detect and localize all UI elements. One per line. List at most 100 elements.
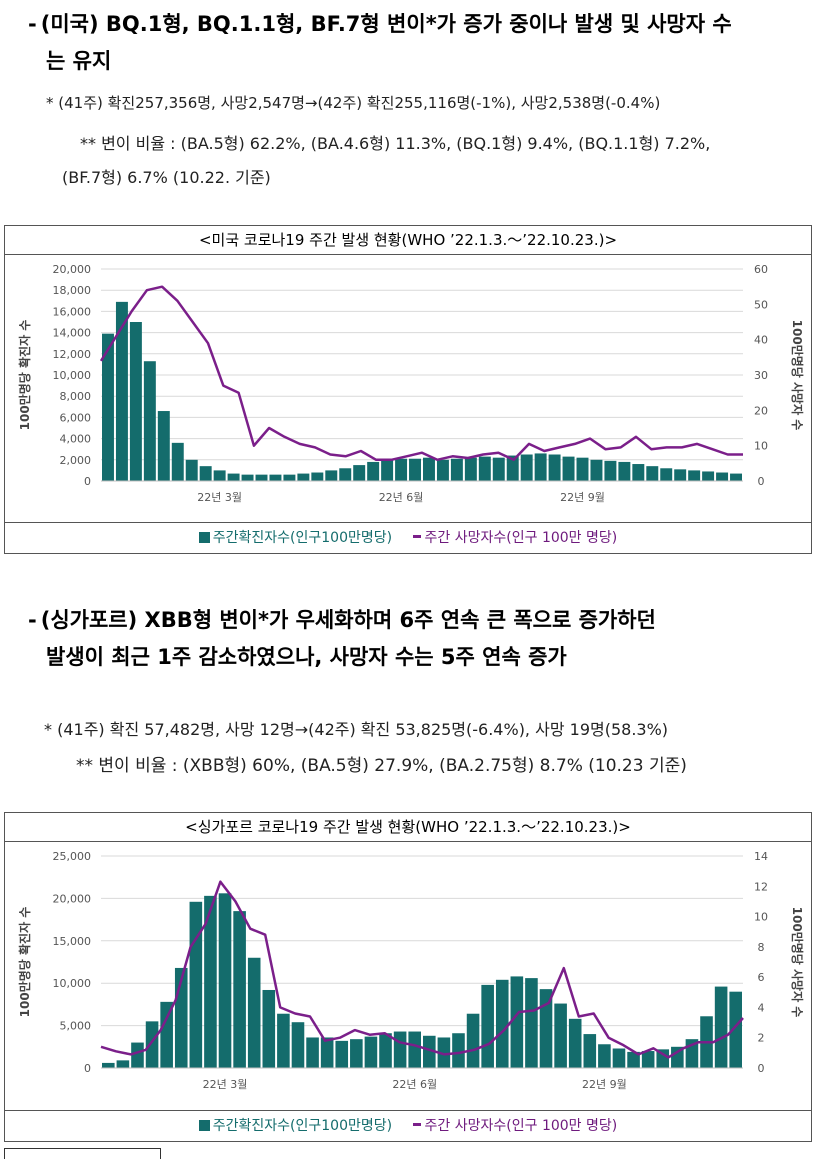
bullet-dash: - <box>28 608 37 632</box>
y-tick-label: 8,000 <box>60 390 92 403</box>
y2-tick-label: 2 <box>758 1032 765 1045</box>
bullet-dash: - <box>28 12 37 36</box>
bar <box>714 986 728 1068</box>
bar <box>311 472 324 481</box>
bar <box>646 466 659 481</box>
us-heading-line2: 는 유지 <box>46 49 112 73</box>
bar <box>562 456 575 481</box>
y-tick-label: 14,000 <box>53 327 92 340</box>
sg-chart-figure: <싱가포르 코로나19 주간 발생 현황(WHO ’22.1.3.～’22.10… <box>4 812 812 1142</box>
legend-bar-label: 주간확진자수(인구100만명당) <box>212 1118 393 1134</box>
y2-tick-label: 4 <box>758 1001 765 1014</box>
bar <box>199 466 212 481</box>
y2-tick-label: 10 <box>754 440 768 453</box>
bar <box>277 1013 290 1068</box>
legend-line-label: 주간 사망자수(인구 100만 명당) <box>424 530 618 546</box>
y2-tick-label: 0 <box>758 1062 765 1075</box>
bar <box>131 1042 144 1068</box>
bar <box>306 1037 319 1068</box>
bar <box>539 989 553 1068</box>
deaths-line <box>100 880 744 1059</box>
bar <box>102 333 114 481</box>
bar <box>393 1031 407 1068</box>
bar <box>115 301 128 481</box>
bar <box>423 1035 436 1068</box>
legend-bar-swatch <box>198 532 210 543</box>
bar <box>233 911 246 1068</box>
x-tick-label: 22년 3월 <box>197 491 242 504</box>
legend-item-cases: 주간확진자수(인구100만명당) <box>198 1111 393 1141</box>
y-tick-label: 15,000 <box>53 935 92 948</box>
bar <box>297 473 310 481</box>
bar <box>660 468 673 481</box>
bar <box>674 469 687 481</box>
bar <box>116 1060 130 1068</box>
bar <box>379 1033 392 1068</box>
y2-tick-label: 0 <box>758 475 765 488</box>
bar <box>102 1062 115 1068</box>
y-tick-label: 16,000 <box>53 305 92 318</box>
y2-tick-label: 50 <box>754 298 768 311</box>
bar <box>381 459 394 481</box>
bar <box>129 322 142 481</box>
bar <box>408 1031 421 1068</box>
y2-axis-label: 100만명당 사망자 수 <box>790 907 805 1018</box>
y-tick-label: 0 <box>84 475 91 488</box>
y2-tick-label: 8 <box>758 941 765 954</box>
deaths-line <box>99 285 743 462</box>
y2-axis-label: 100만명당 사망자 수 <box>790 320 805 431</box>
x-tick-label: 22년 6월 <box>392 1078 437 1091</box>
y2-tick-label: 14 <box>754 850 768 863</box>
y-axis-label: 100만명당 확진자 수 <box>17 320 32 431</box>
us-note-variants-line1: ** 변이 비율 : (BA.5형) 62.2%, (BA.4.6형) 11.3… <box>80 134 711 153</box>
y-tick-label: 4,000 <box>60 433 92 446</box>
legend-bar-swatch <box>198 1120 210 1131</box>
bar <box>478 456 491 481</box>
y2-tick-label: 20 <box>754 404 768 417</box>
us-heading-line1: (미국) BQ.1형, BQ.1.1형, BF.7형 변이*가 증가 중이나 발… <box>40 12 732 36</box>
us-heading: - (미국) BQ.1형, BQ.1.1형, BF.7형 변이*가 증가 중이나 … <box>28 6 732 80</box>
y-tick-label: 0 <box>84 1062 91 1075</box>
bar <box>367 461 380 481</box>
bar <box>339 468 352 481</box>
y-tick-label: 12,000 <box>53 348 92 361</box>
bar <box>227 473 240 481</box>
bar <box>269 474 282 481</box>
y-axis-label: 100만명당 확진자 수 <box>17 907 32 1018</box>
us-note-cases: * (41주) 확진257,356명, 사망2,547명→(42주) 확진255… <box>46 94 661 112</box>
bar <box>510 976 524 1068</box>
bar <box>247 957 261 1068</box>
bar <box>576 457 589 481</box>
bar <box>495 979 509 1068</box>
x-tick-label: 22년 3월 <box>203 1078 248 1091</box>
bar <box>671 1046 684 1068</box>
bar <box>171 442 184 481</box>
bar <box>632 464 645 481</box>
bar <box>520 454 533 481</box>
legend-line-label: 주간 사망자수(인구 100만 명당) <box>424 1118 618 1134</box>
sg-chart-plot: 25,000 20,000 15,000 10,000 5,000 0 14 12 10 8 6 4 2… <box>17 850 805 1091</box>
y-tick-label: 10,000 <box>53 977 92 990</box>
bar <box>395 458 408 481</box>
y-tick-label: 2,000 <box>60 454 92 467</box>
bar <box>452 1033 465 1068</box>
bar <box>730 473 742 481</box>
bar <box>618 461 631 481</box>
bar <box>145 1021 159 1068</box>
bar <box>464 457 477 481</box>
y-tick-label: 6,000 <box>60 411 92 424</box>
x-tick-label: 22년 6월 <box>379 491 424 504</box>
y-tick-label: 5,000 <box>60 1020 92 1033</box>
bar <box>627 1051 640 1068</box>
bar <box>506 455 519 481</box>
sg-heading-line2: 발생이 최근 1주 감소하였으나, 사망자 수는 5주 연속 증가 <box>46 645 567 669</box>
y-tick-label: 18,000 <box>53 284 92 297</box>
bar <box>320 1037 334 1068</box>
bar <box>604 460 617 481</box>
bar <box>641 1051 655 1068</box>
y2-tick-label: 10 <box>754 911 768 924</box>
bar <box>481 984 494 1068</box>
bar <box>583 1034 597 1068</box>
us-chart-title: <미국 코로나19 주간 발생 현황(WHO ’22.1.3.～’22.10.2… <box>5 226 811 255</box>
bar <box>716 472 729 481</box>
